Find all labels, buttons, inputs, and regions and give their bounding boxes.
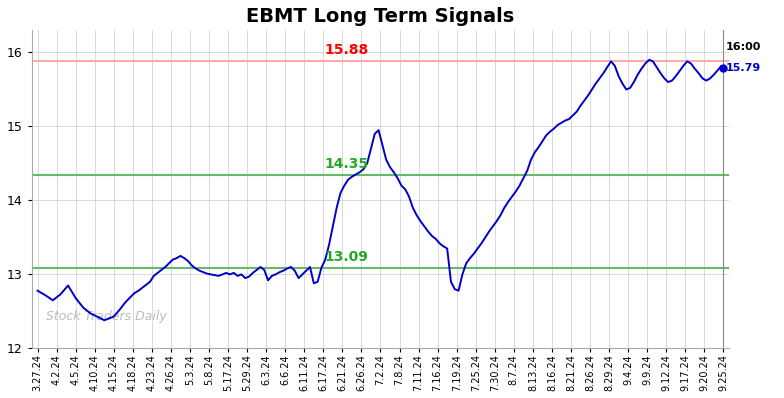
Text: 16:00: 16:00 xyxy=(725,41,760,52)
Text: 13.09: 13.09 xyxy=(325,250,368,264)
Title: EBMT Long Term Signals: EBMT Long Term Signals xyxy=(246,7,514,26)
Text: 15.88: 15.88 xyxy=(324,43,368,57)
Text: 14.35: 14.35 xyxy=(324,157,368,171)
Text: Stock Traders Daily: Stock Traders Daily xyxy=(45,310,166,323)
Text: 15.79: 15.79 xyxy=(725,63,760,73)
